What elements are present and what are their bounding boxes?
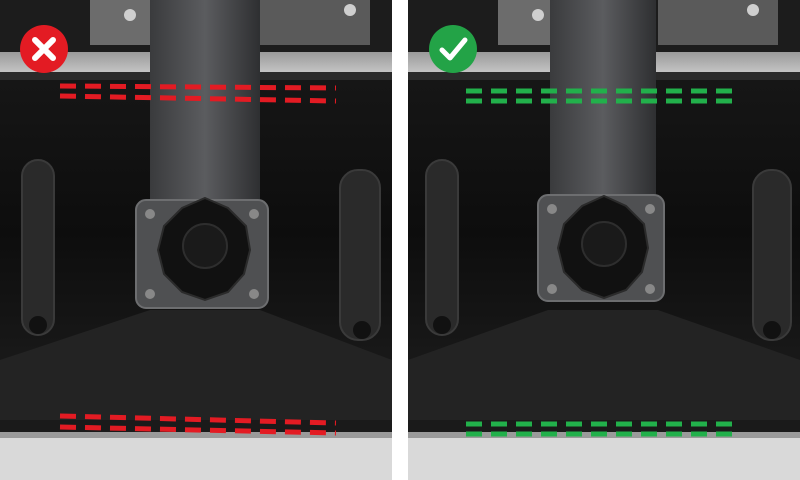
top-dash-line-2 [59,93,337,104]
check-mark-icon [429,25,477,73]
aligned-bottom-lines [466,421,740,437]
top-dash-line-1 [59,83,337,91]
x-mark-icon [20,25,68,73]
misaligned-top-lines [59,83,337,104]
incorrect-example-panel [0,0,392,480]
panel-divider [392,0,408,480]
printer-photo-correct [408,0,800,480]
bottom-dash-line-2 [59,424,337,436]
misaligned-bottom-lines [59,413,337,436]
correct-example-panel [408,0,800,480]
aligned-top-lines [466,88,740,104]
bottom-dash-line-1 [59,413,337,426]
